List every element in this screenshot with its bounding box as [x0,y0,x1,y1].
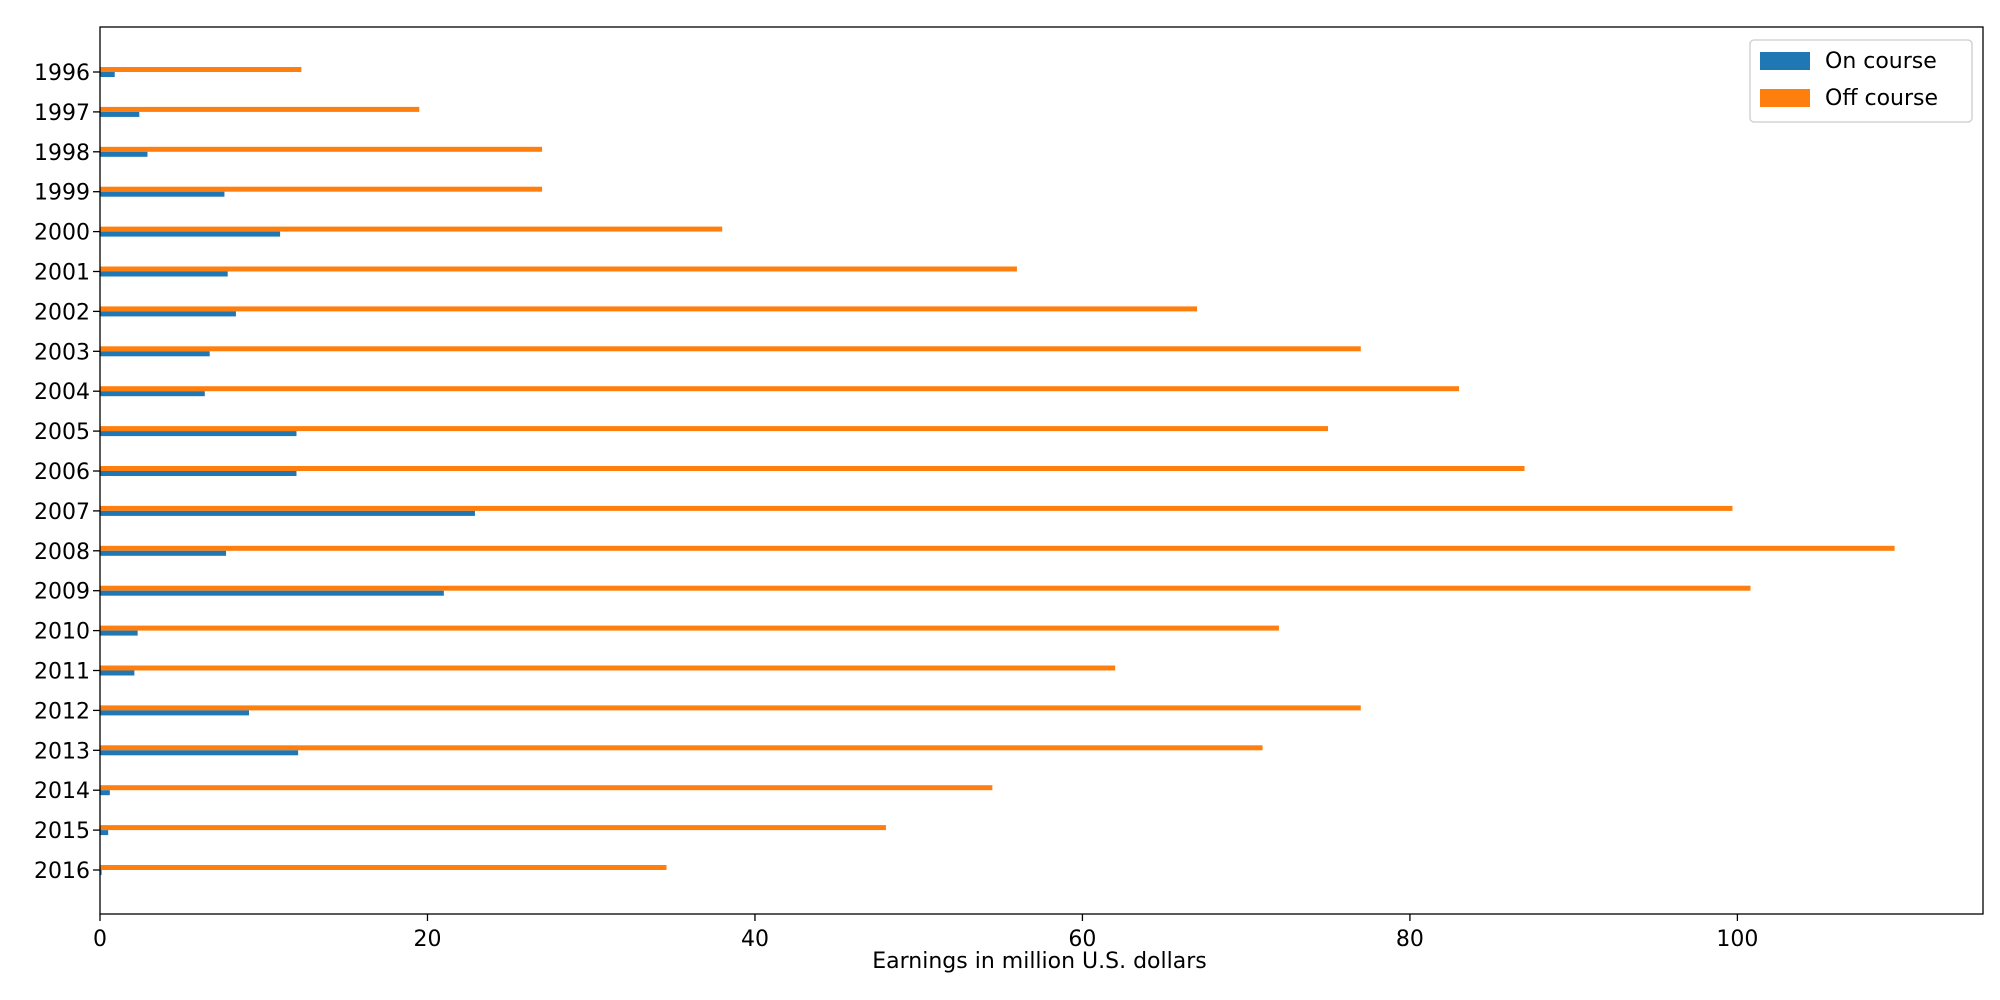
bar-on-course-2009 [100,590,444,596]
y-tick-label: 2009 [34,580,90,605]
x-axis-label: Earnings in million U.S. dollars [872,949,1206,974]
bar-off-course-2008 [100,545,1895,551]
legend-label-on-course: On course [1825,49,1937,74]
y-tick-label: 2002 [34,300,90,325]
bar-off-course-2014 [100,785,993,791]
bar-off-course-2016 [100,865,667,870]
y-tick-label: 2006 [34,460,90,485]
x-tick-label: 60 [1068,927,1096,952]
x-tick-label: 0 [93,927,107,952]
y-tick-label: 2004 [34,380,90,405]
y-tick-label: 1997 [34,101,90,126]
bar-on-course-2004 [100,391,205,397]
bar-off-course-2003 [100,346,1361,352]
y-tick-label: 2008 [34,540,90,565]
bar-on-course-2003 [100,351,210,357]
y-tick-label: 2000 [34,221,90,246]
y-tick-label: 2013 [34,739,90,764]
y-tick-label: 2003 [34,340,90,365]
x-tick-label: 80 [1396,927,1424,952]
bar-on-course-1999 [100,191,225,197]
bar-off-course-2005 [100,426,1329,432]
bar-on-course-1998 [100,151,148,157]
bar-off-course-1997 [100,106,420,112]
bar-off-course-2006 [100,466,1525,471]
bar-on-course-2013 [100,750,299,756]
y-tick-label: 2015 [34,819,90,844]
bar-off-course-2002 [100,306,1198,312]
bar-on-course-2007 [100,510,475,516]
legend-swatch-off-course [1760,89,1810,107]
y-tick-label: 2007 [34,500,90,525]
bars-group [100,67,1895,875]
x-tick-label: 100 [1716,927,1758,952]
bar-off-course-2004 [100,386,1460,392]
bar-on-course-2015 [100,830,109,836]
bar-on-course-2010 [100,630,138,636]
y-tick-label: 2001 [34,261,90,286]
bar-off-course-2009 [100,585,1751,591]
plot-frame [99,26,1984,915]
bar-on-course-2006 [100,471,297,476]
bar-on-course-2011 [100,670,135,676]
bar-on-course-2002 [100,311,236,317]
x-tick-label: 20 [413,927,441,952]
legend-swatch-on-course [1760,52,1810,70]
bar-off-course-1999 [100,186,543,192]
bar-on-course-2016 [100,870,102,875]
y-tick-label: 2012 [34,699,90,724]
bar-off-course-1996 [100,67,302,72]
bar-on-course-2008 [100,550,227,556]
bar-on-course-2012 [100,710,250,716]
y-tick-label: 1996 [34,61,90,86]
bar-on-course-1996 [100,72,115,77]
bar-off-course-2013 [100,745,1263,751]
x-tick-label: 40 [741,927,769,952]
bar-off-course-2010 [100,625,1279,631]
y-tick-label: 1998 [34,141,90,166]
bar-on-course-2001 [100,271,228,277]
bar-off-course-2015 [100,825,886,831]
bar-off-course-2000 [100,226,723,232]
bar-off-course-1998 [100,146,543,152]
bar-off-course-2001 [100,266,1017,272]
y-tick-label: 2011 [34,660,90,685]
y-tick-label: 2016 [34,859,90,884]
y-tick-label: 2014 [34,779,90,804]
y-tick-label: 1999 [34,181,90,206]
bar-on-course-2000 [100,231,281,237]
bar-on-course-2014 [100,790,110,796]
bar-off-course-2012 [100,705,1361,711]
y-axis-ticks: 1996 1997 1998 1999 2000 2001 2002 2003 2004 2005… [34,61,100,884]
legend-label-off-course: Off course [1825,86,1938,111]
bar-on-course-2005 [100,431,297,437]
bar-on-course-1997 [100,111,140,117]
bar-off-course-2007 [100,505,1733,511]
x-axis-ticks: 0 20 40 60 80 100 [93,914,1758,952]
y-tick-label: 2005 [34,420,90,445]
y-tick-label: 2010 [34,620,90,645]
bar-off-course-2011 [100,665,1116,671]
legend: On course Off course [1749,39,1973,123]
